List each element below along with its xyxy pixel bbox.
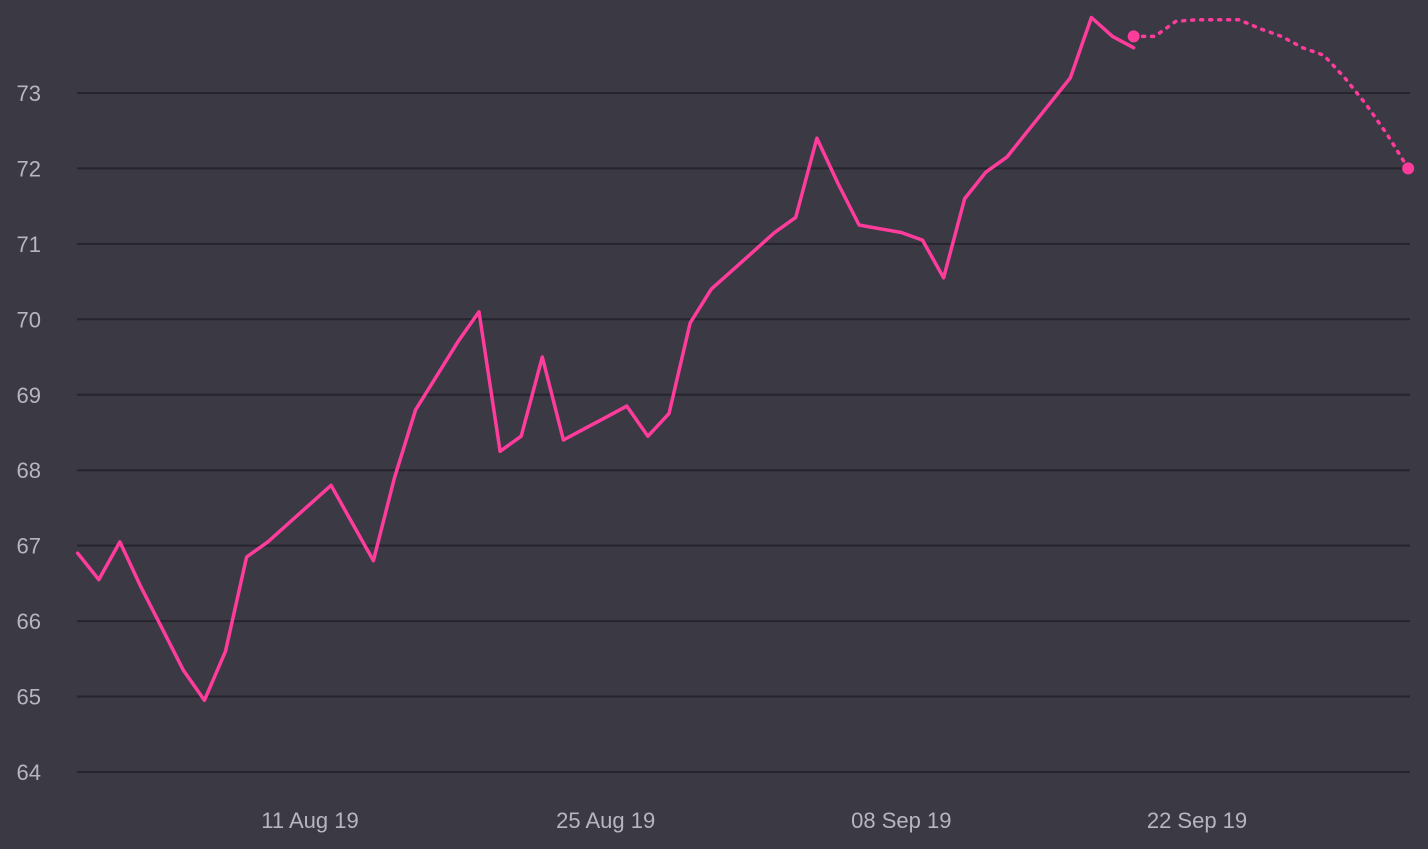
x-tick-label: 25 Aug 19 (556, 808, 655, 833)
y-tick-label: 67 (17, 534, 41, 559)
x-axis-ticks: 11 Aug 19 25 Aug 19 08 Sep 19 22 Sep 19 (261, 808, 1247, 833)
forecast-start-point (1127, 30, 1140, 43)
y-tick-label: 68 (17, 458, 41, 483)
forecast-line (1131, 18, 1410, 171)
y-tick-label: 65 (17, 685, 41, 710)
y-tick-label: 69 (17, 383, 41, 408)
y-tick-label: 66 (17, 609, 41, 634)
forecast-end-point (1402, 162, 1415, 175)
x-tick-label: 22 Sep 19 (1147, 808, 1247, 833)
y-tick-label: 70 (17, 307, 41, 332)
y-axis-ticks: 64 65 66 67 68 69 70 71 72 73 (17, 81, 41, 785)
series-line (75, 15, 1136, 703)
x-tick-label: 11 Aug 19 (261, 808, 358, 833)
y-tick-label: 73 (17, 81, 41, 106)
series-group (75, 15, 1415, 703)
y-tick-label: 72 (17, 156, 41, 181)
y-tick-label: 64 (17, 760, 41, 785)
y-tick-label: 71 (17, 232, 41, 257)
x-tick-label: 08 Sep 19 (851, 808, 951, 833)
gridlines (77, 91, 1410, 773)
